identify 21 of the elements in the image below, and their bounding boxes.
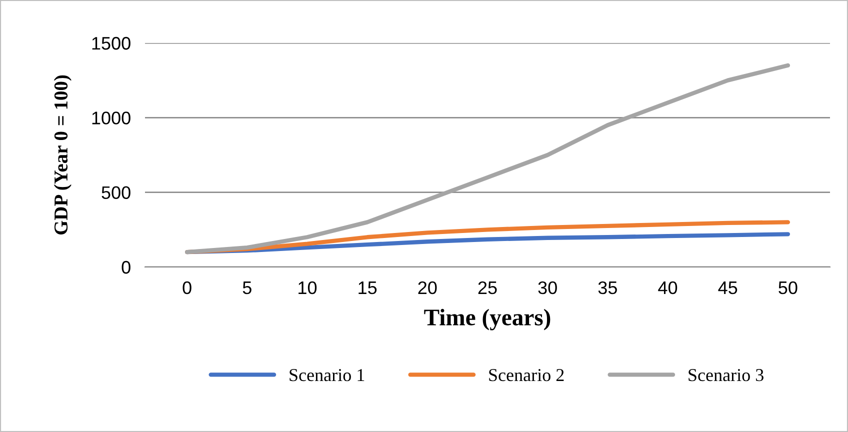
y-axis-title: GDP (Year 0 = 100) — [54, 75, 72, 234]
x-tick-label: 15 — [358, 282, 377, 294]
y-tick-label: 1000 — [92, 112, 130, 124]
line-series — [184, 63, 790, 254]
x-tick-label: 5 — [242, 282, 252, 294]
legend-label: Scenario 1 — [290, 369, 364, 382]
y-tick-label: 1500 — [92, 36, 130, 50]
x-tick-label: 50 — [778, 281, 798, 294]
y-tick-label: 500 — [102, 186, 130, 200]
x-tick-label: 35 — [598, 281, 617, 294]
x-tick-label: 30 — [538, 281, 557, 294]
legend-label: Scenario 2 — [489, 369, 564, 382]
x-tick-label: 20 — [418, 281, 437, 294]
x-tick-label: 0 — [182, 281, 192, 294]
legend-label: Scenario 3 — [688, 369, 764, 382]
x-axis-title: Time (years) — [424, 308, 550, 330]
x-tick-label: 45 — [718, 282, 738, 294]
x-tick-label: 40 — [658, 281, 678, 294]
x-tick-label: 25 — [478, 281, 497, 294]
x-tick-label: 10 — [298, 281, 317, 294]
y-tick-label: 0 — [122, 260, 130, 274]
